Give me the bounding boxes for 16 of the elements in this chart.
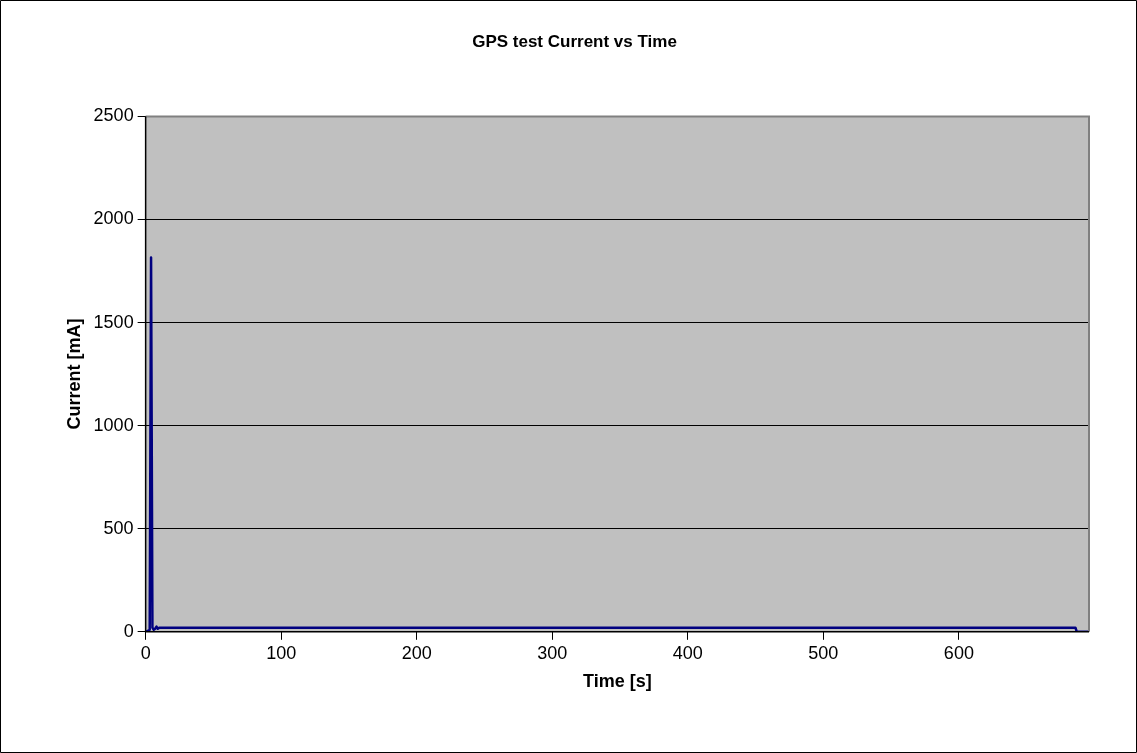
y-tick-label: 2500 <box>93 105 134 126</box>
x-tick-label: 500 <box>808 642 839 663</box>
chart-title: GPS test Current vs Time <box>472 31 677 51</box>
y-tick-label: 1500 <box>93 311 134 332</box>
x-tick-label: 200 <box>401 642 432 663</box>
x-tick-label: 300 <box>537 642 568 663</box>
x-tick-label: 100 <box>266 642 297 663</box>
x-tick-label: 600 <box>943 642 974 663</box>
y-axis-title: Current [mA] <box>63 318 84 430</box>
x-tick-label: 0 <box>140 642 151 663</box>
y-tick-label: 0 <box>123 620 134 641</box>
y-tick-label: 2000 <box>93 208 134 229</box>
y-tick-label: 1000 <box>93 414 134 435</box>
x-axis-title: Time [s] <box>582 671 652 692</box>
y-tick-label: 500 <box>103 517 134 538</box>
x-tick-label: 400 <box>672 642 703 663</box>
